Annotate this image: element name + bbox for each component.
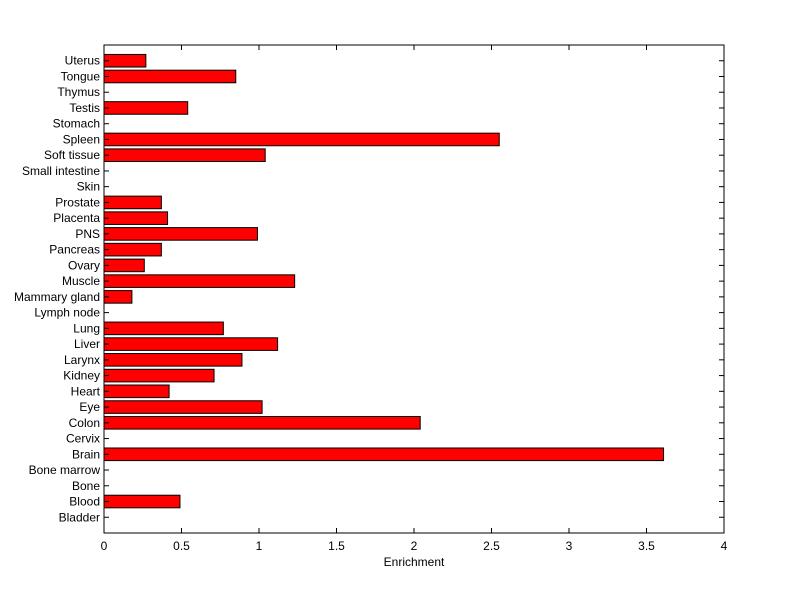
y-tick-label: Soft tissue: [44, 148, 100, 162]
bars-group: [103, 53, 665, 509]
bar-soft-tissue: [103, 148, 266, 162]
y-tick-label: Small intestine: [22, 164, 100, 178]
y-tick-label: Bladder: [59, 510, 100, 524]
bar-uterus: [103, 53, 147, 68]
y-tick-label: Larynx: [64, 353, 100, 367]
y-tick-label: Pancreas: [49, 243, 100, 257]
x-tick-label: 2.5: [483, 539, 500, 553]
y-tick-label: Cervix: [66, 432, 100, 446]
x-tick-label: 3: [566, 539, 573, 553]
y-tick-label: Bone: [72, 479, 100, 493]
x-tick-label: 2: [411, 539, 418, 553]
bar-blood: [103, 494, 181, 509]
x-tick-label: 0: [101, 539, 108, 553]
bar-kidney: [103, 368, 215, 383]
bar-pancreas: [103, 242, 162, 257]
bar-testis: [103, 101, 189, 115]
bar-colon: [103, 416, 421, 430]
y-tick-label: Ovary: [68, 258, 100, 272]
y-tick-label: Spleen: [63, 132, 100, 146]
y-tick-label: Tongue: [61, 69, 101, 83]
x-axis-label: Enrichment: [384, 555, 445, 569]
bar-prostate: [103, 195, 162, 210]
y-tick-label: Brain: [72, 447, 100, 461]
y-tick-label: Liver: [74, 337, 100, 351]
y-tick-label: Thymus: [57, 85, 100, 99]
y-tick-label: Placenta: [53, 211, 100, 225]
y-tick-label: Colon: [69, 416, 100, 430]
y-tick-label: Stomach: [53, 117, 100, 131]
y-tick-label: Kidney: [63, 369, 100, 383]
y-tick-label: Blood: [69, 495, 100, 509]
x-tick-label: 1.5: [328, 539, 345, 553]
x-tick-label: 0.5: [173, 539, 190, 553]
y-tick-label: Muscle: [62, 274, 100, 288]
bar-liver: [103, 337, 279, 351]
y-tick-label: Eye: [79, 400, 100, 414]
x-tick-label: 3.5: [638, 539, 655, 553]
bar-ovary: [103, 258, 145, 273]
y-tick-label: Mammary gland: [14, 290, 100, 304]
bar-larynx: [103, 353, 243, 367]
y-tick-label: Uterus: [65, 54, 100, 68]
bar-lung: [103, 321, 224, 336]
bar-tongue: [103, 69, 237, 84]
bar-eye: [103, 400, 263, 414]
bar-muscle: [103, 274, 296, 288]
bar-placenta: [103, 211, 169, 225]
bar-spleen: [103, 132, 500, 147]
y-tick-label: Lymph node: [34, 306, 100, 320]
x-axis-ticks: 0 0.5 1 1.5 2 2.5 3 3.5 4: [101, 45, 728, 553]
bar-pns: [103, 227, 258, 241]
y-tick-label: Skin: [77, 180, 100, 194]
y-tick-label: Prostate: [55, 195, 100, 209]
y-tick-label: PNS: [75, 227, 100, 241]
bar-brain: [103, 447, 665, 462]
x-tick-label: 4: [721, 539, 728, 553]
y-tick-label: Heart: [71, 384, 101, 398]
y-tick-label: Bone marrow: [29, 463, 101, 477]
y-tick-label: Lung: [73, 321, 100, 335]
y-tick-label: Testis: [69, 101, 100, 115]
bar-heart: [103, 384, 170, 399]
x-tick-label: 1: [256, 539, 263, 553]
